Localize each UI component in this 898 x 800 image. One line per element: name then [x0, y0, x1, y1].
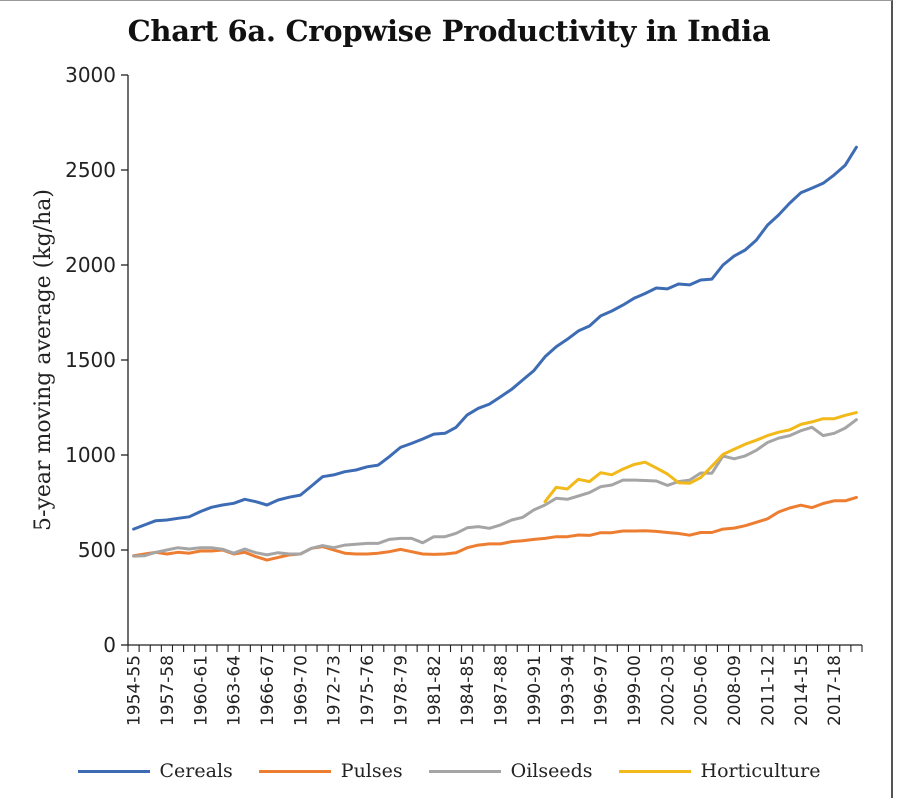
legend-label: Cereals [159, 760, 233, 782]
x-tick-label: 2008-09 [725, 655, 745, 726]
legend-item-pulses: Pulses [258, 760, 403, 782]
x-tick-label: 1954-55 [125, 655, 145, 726]
x-tick-label: 1996-97 [592, 655, 612, 726]
y-tick-label: 3000 [65, 63, 116, 87]
x-tick-label: 2014-15 [792, 655, 812, 726]
series-line-oilseeds [132, 418, 858, 558]
legend-swatch [258, 769, 331, 773]
x-tick-label: 2005-06 [692, 655, 712, 726]
legend-item-cereals: Cereals [77, 760, 233, 782]
chart-legend: Cereals Pulses Oilseeds Horticulture [0, 760, 898, 782]
x-tick-label: 1987-88 [492, 655, 512, 726]
y-tick-label: 1000 [65, 443, 116, 467]
x-tick-label: 1990-91 [525, 655, 545, 726]
legend-swatch [77, 769, 150, 773]
y-tick-label: 500 [78, 538, 116, 562]
legend-swatch [428, 769, 501, 773]
y-tick-label: 2500 [65, 158, 116, 182]
x-tick-label: 1963-64 [225, 655, 245, 726]
legend-item-oilseeds: Oilseeds [428, 760, 593, 782]
legend-swatch [618, 769, 691, 773]
x-tick-label: 1999-00 [625, 655, 645, 726]
x-tick-label: 1981-82 [425, 655, 445, 726]
y-tick-label: 1500 [65, 348, 116, 372]
series-line-pulses [132, 495, 858, 562]
x-tick-label: 1960-61 [191, 655, 211, 726]
legend-label: Horticulture [700, 760, 821, 782]
x-tick-label: 1966-67 [258, 655, 278, 726]
legend-label: Oilseeds [510, 760, 593, 782]
x-tick-label: 1975-76 [358, 655, 378, 726]
x-tick-label: 2017-18 [825, 655, 845, 726]
chart-title: Chart 6a. Cropwise Productivity in India [127, 14, 771, 48]
x-tick-label: 1978-79 [391, 655, 411, 726]
x-tick-label: 1984-85 [458, 655, 478, 726]
series-line-horticulture [543, 411, 858, 504]
legend-label: Pulses [340, 760, 403, 782]
y-axis-label: 5-year moving average (kg/ha) [31, 189, 56, 531]
x-tick-label: 1969-70 [291, 655, 311, 726]
legend-item-horticulture: Horticulture [618, 760, 821, 782]
x-tick-label: 2002-03 [658, 655, 678, 726]
series-line-cereals [132, 145, 858, 531]
x-tick-label: 1972-73 [325, 655, 345, 726]
x-tick-label: 1993-94 [558, 655, 578, 726]
y-tick-label: 2000 [65, 253, 116, 277]
x-tick-label: 1957-58 [158, 655, 178, 726]
y-tick-label: 0 [103, 633, 116, 657]
x-tick-label: 2011-12 [758, 655, 778, 726]
